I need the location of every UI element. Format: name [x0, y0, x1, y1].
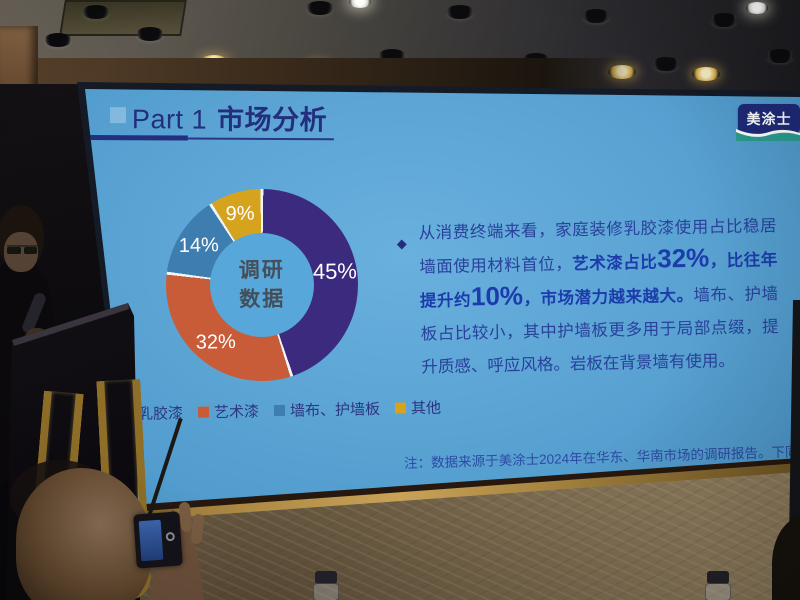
legend-item: 其他	[394, 397, 442, 419]
title-underline-thin	[187, 137, 334, 141]
bottle-body	[705, 583, 731, 600]
donut-chart: 调研 数据 45% 32% 14% 9%	[148, 171, 376, 399]
slide-title-row: Part 1 市场分析	[85, 89, 482, 147]
legend-label: 墙布、护墙板	[289, 400, 381, 420]
bottle-body	[313, 583, 339, 600]
legend-item: 艺术漆	[197, 400, 260, 422]
ceiling-light	[710, 13, 738, 27]
slice-label: 14%	[178, 234, 220, 258]
legend-swatch	[394, 402, 407, 414]
slice-label: 45%	[312, 258, 358, 285]
text-bold-3: ，市场潜力越来越大。	[522, 286, 694, 309]
legend-label: 乳胶漆	[137, 405, 184, 424]
legend-swatch	[197, 406, 210, 418]
ceiling-light	[766, 49, 794, 63]
ceiling-light	[692, 67, 720, 81]
phone-screen-glow	[138, 519, 164, 562]
ceiling-light	[136, 27, 164, 41]
title-prefix: Part 1	[131, 104, 208, 135]
projector-housing	[59, 0, 187, 36]
legend-label: 艺术漆	[213, 403, 260, 422]
text-number-10: 10%	[470, 280, 524, 312]
text-bold-1: 艺术漆占比	[572, 253, 658, 274]
page-title: Part 1 市场分析	[132, 97, 327, 137]
ceiling-light	[306, 1, 334, 15]
bullet-icon: ◆	[396, 235, 407, 251]
text-number-32: 32%	[656, 242, 710, 274]
legend-item: 墙布、护墙板	[273, 398, 381, 421]
slice-label: 32%	[195, 330, 237, 354]
audience-head	[16, 468, 152, 600]
slice-label: 9%	[225, 202, 255, 226]
bottle-cap	[315, 571, 337, 584]
title-chinese: 市场分析	[216, 104, 328, 136]
ceiling-light	[746, 2, 768, 14]
ceiling-light	[44, 33, 72, 47]
ceiling-light	[82, 5, 110, 19]
bottle-cap	[707, 571, 729, 584]
speaker-glasses	[7, 245, 37, 254]
smartphone	[133, 511, 183, 569]
ceiling-light	[349, 0, 371, 8]
water-bottle	[311, 571, 341, 600]
legend-swatch	[273, 404, 286, 417]
ceiling-light	[652, 57, 680, 71]
projection-screen: Part 1 市场分析 美涂士 调研 数据 45% 32% 14% 9% 乳胶漆 艺术漆 墙布…	[85, 89, 800, 506]
chart-center-label: 调研 数据	[238, 258, 286, 312]
ceiling-light	[582, 9, 610, 23]
analysis-text: ◆ 从消费终端来看，家庭装修乳胶漆使用占比稳居墙面使用材料首位，艺术漆占比32%，…	[394, 210, 779, 385]
title-decoration-square	[109, 107, 127, 124]
phone-camera-ring	[165, 531, 176, 542]
title-underline-thick	[89, 134, 188, 141]
ceiling-light	[446, 5, 474, 19]
maydos-logo: 美涂士	[736, 104, 800, 141]
water-bottle	[703, 571, 733, 600]
legend-label: 其他	[410, 399, 442, 418]
logo-wave-icon	[736, 129, 800, 141]
logo-text: 美涂士	[746, 111, 792, 127]
